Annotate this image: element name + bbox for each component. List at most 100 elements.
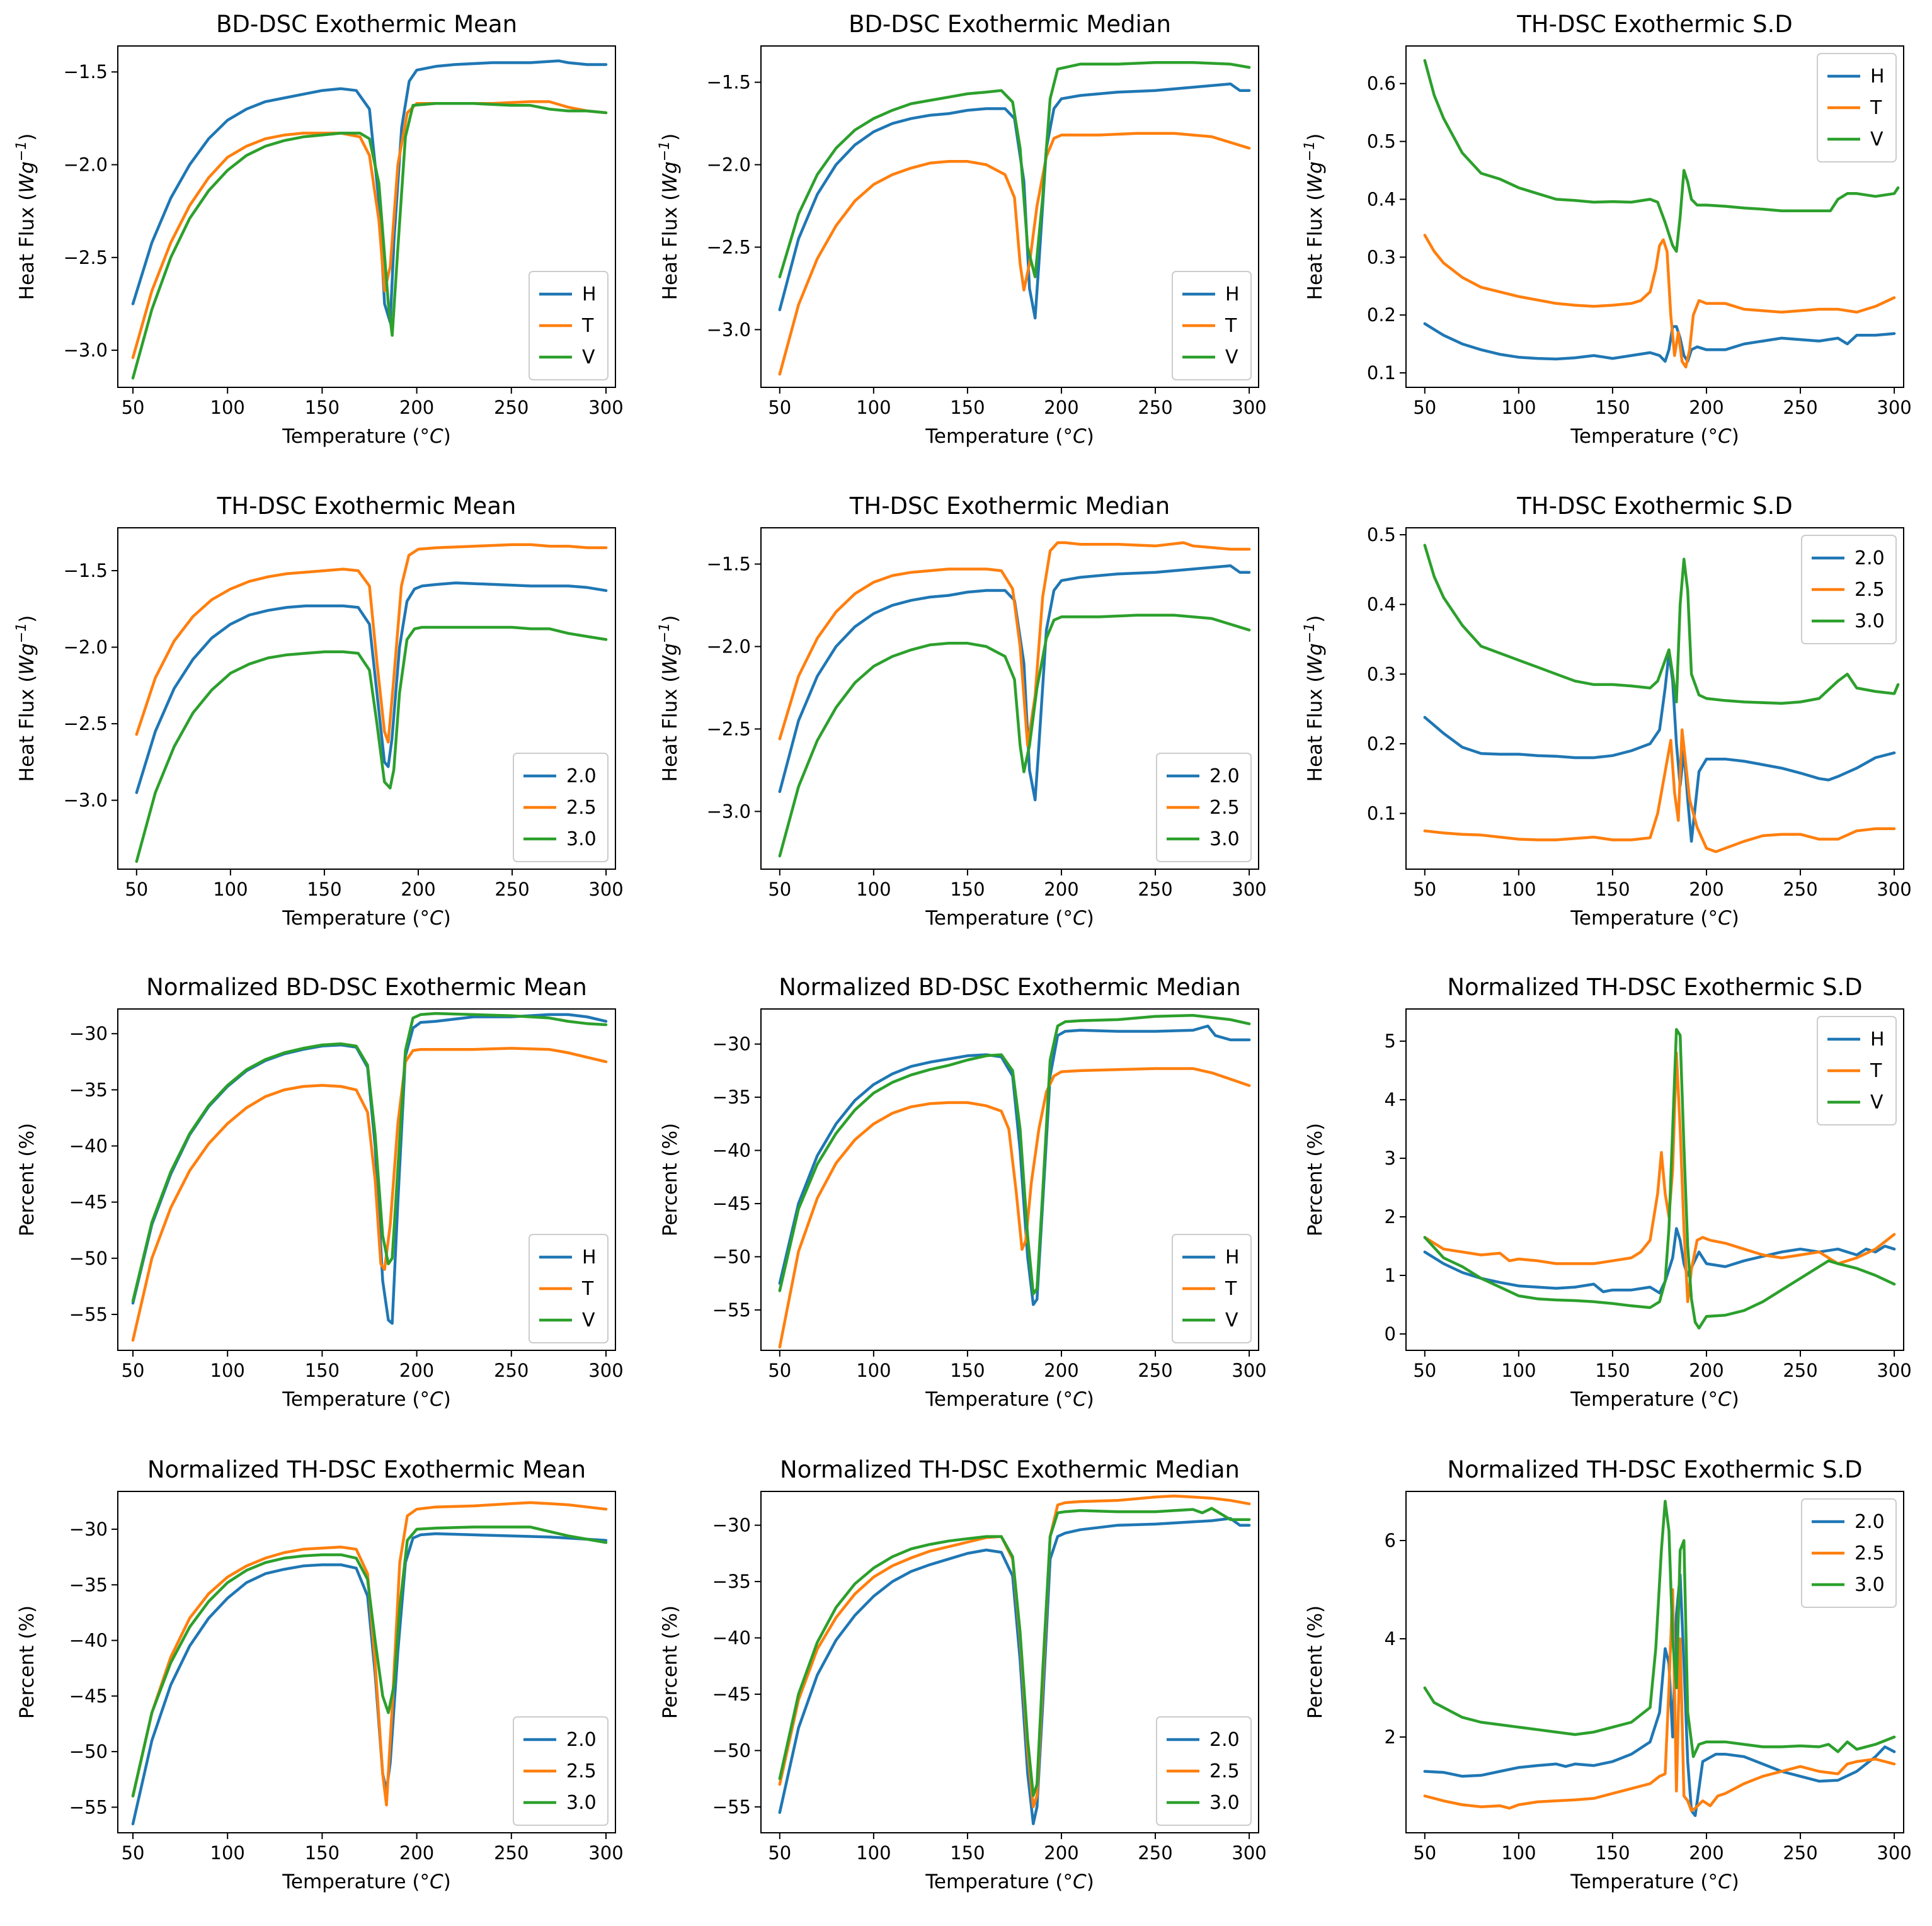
x-tick-label: 150 (1595, 397, 1630, 418)
y-tick-label: −50 (69, 1741, 108, 1762)
y-tick-label: 0.2 (1367, 304, 1396, 326)
x-tick-label: 200 (1044, 879, 1078, 900)
y-axis-label: Percent (%) (1304, 1123, 1327, 1236)
chart-title: TH-DSC Exothermic S.D (1516, 493, 1793, 520)
series-line-H (131, 59, 608, 324)
x-tick-label: 50 (768, 397, 791, 418)
series-line-V (131, 1011, 608, 1302)
series-line-2.5 (1423, 728, 1896, 853)
x-tick-label: 250 (1138, 879, 1172, 900)
x-tick-label: 300 (1877, 879, 1911, 900)
x-tick-label: 50 (768, 1842, 791, 1864)
chart-panel: Normalized TH-DSC Exothermic Mean 50 100 15… (16, 1456, 624, 1893)
x-tick-label: 250 (494, 1842, 529, 1864)
y-tick-label: −1.5 (64, 61, 108, 83)
series-line-3.0 (1423, 1500, 1896, 1758)
legend-label: 3.0 (1209, 828, 1240, 850)
plot-frame (760, 527, 1259, 870)
chart-panel: Normalized TH-DSC Exothermic Median 50 100… (659, 1456, 1267, 1893)
x-tick-label: 300 (1232, 879, 1266, 900)
x-tick-label: 200 (1689, 879, 1723, 900)
plot-frame (760, 45, 1259, 388)
x-tick-label: 300 (588, 1360, 623, 1381)
chart-panel: Normalized TH-DSC Exothermic S.D50 100 150… (1304, 974, 1912, 1411)
x-tick-label: 150 (307, 879, 341, 900)
y-tick-label: −2.0 (707, 636, 751, 658)
x-tick-label: 200 (1689, 1842, 1723, 1864)
x-tick-label: 300 (1877, 1360, 1911, 1381)
x-tick-label: 250 (1138, 1842, 1172, 1864)
legend-label: 3.0 (1855, 610, 1885, 632)
legend-label: T (1870, 1060, 1882, 1082)
x-axis-label: Temperature (°C) (925, 907, 1094, 930)
x-tick-label: 200 (1689, 397, 1723, 418)
plot-frame (117, 527, 616, 870)
chart-panel: BD-DSC Exothermic Median 50 100 150 200 250 30… (657, 11, 1267, 448)
x-tick-label: 100 (210, 1360, 245, 1381)
x-tick-label: 300 (1232, 1842, 1266, 1864)
x-tick-label: 100 (213, 879, 248, 900)
y-tick-label: 2 (1385, 1726, 1396, 1748)
x-tick-label: 200 (399, 397, 434, 418)
y-tick-label: −45 (712, 1193, 751, 1214)
legend-label: T (1225, 1278, 1237, 1300)
chart-title: Normalized TH-DSC Exothermic Median (780, 1456, 1240, 1483)
legend-label: 2.0 (566, 1729, 597, 1751)
y-tick-label: −45 (69, 1685, 108, 1707)
y-tick-label: 4 (1385, 1628, 1396, 1650)
x-axis-label: Temperature (°C) (1570, 1388, 1739, 1411)
y-tick-label: −2.0 (64, 154, 108, 176)
chart-panel: Normalized TH-DSC Exothermic S.D50 100 150… (1304, 1456, 1912, 1893)
x-tick-label: 200 (1044, 397, 1078, 418)
y-tick-label: 0.5 (1367, 131, 1396, 152)
x-tick-label: 50 (122, 397, 145, 418)
legend-label: H (1225, 1246, 1240, 1268)
x-tick-label: 200 (1044, 1842, 1078, 1864)
y-tick-label: 0.4 (1367, 188, 1396, 210)
y-tick-label: −3.0 (707, 801, 751, 822)
plot-frame (117, 1008, 616, 1351)
y-axis-label: Percent (%) (1304, 1605, 1327, 1719)
y-axis-label: Heat Flux (Wg−1) (14, 134, 39, 300)
chart-title: TH-DSC Exothermic Median (849, 493, 1170, 520)
legend: 2.0 2.5 3.0 (513, 753, 609, 862)
x-tick-label: 100 (1501, 1360, 1536, 1381)
x-tick-label: 50 (1413, 1360, 1436, 1381)
y-tick-label: −55 (69, 1304, 108, 1325)
x-axis-label: Temperature (°C) (925, 1871, 1094, 1893)
legend: 2.0 2.5 3.0 (1156, 1716, 1252, 1826)
series-line-2.0 (1423, 1573, 1896, 1817)
series-line-T (778, 1067, 1251, 1349)
x-tick-label: 100 (856, 397, 891, 418)
y-tick-label: 0.3 (1367, 246, 1396, 268)
series-line-3.0 (778, 1507, 1251, 1798)
y-tick-label: −3.0 (64, 790, 108, 811)
y-tick-label: −55 (712, 1299, 751, 1321)
chart-panel: BD-DSC Exothermic Mean 50 100 150 200 250 300 −… (14, 11, 624, 448)
legend-label: 2.0 (566, 765, 597, 787)
legend-label: V (582, 1309, 595, 1331)
x-axis-label: Temperature (°C) (282, 1871, 451, 1893)
chart-panel: Normalized BD-DSC Exothermic Mean 50 100 15… (16, 974, 624, 1411)
y-axis-label: Heat Flux (Wg−1) (657, 134, 682, 300)
series-line-V (778, 60, 1251, 278)
legend-label: 2.0 (1209, 765, 1240, 787)
legend-label: T (581, 1278, 594, 1300)
chart-title: Normalized TH-DSC Exothermic Mean (147, 1456, 586, 1483)
y-tick-label: −30 (712, 1034, 751, 1055)
x-tick-label: 300 (588, 879, 623, 900)
y-tick-label: −2.0 (64, 637, 108, 658)
chart-panel: TH-DSC Exothermic S.D 50 100 150 200 250 300 0.… (1302, 493, 1912, 930)
x-tick-label: 150 (950, 879, 985, 900)
series-line-H (1423, 322, 1896, 363)
x-tick-label: 250 (494, 1360, 529, 1381)
legend: HTV (529, 271, 609, 380)
legend-label: T (581, 315, 594, 337)
y-tick-label: −45 (69, 1192, 108, 1213)
x-tick-label: 100 (1501, 1842, 1536, 1864)
y-axis-label: Percent (%) (16, 1605, 38, 1719)
x-axis-label: Temperature (°C) (1570, 907, 1739, 930)
x-tick-label: 50 (768, 879, 791, 900)
plot-frame (1405, 1008, 1904, 1351)
series-line-V (1423, 1028, 1896, 1330)
